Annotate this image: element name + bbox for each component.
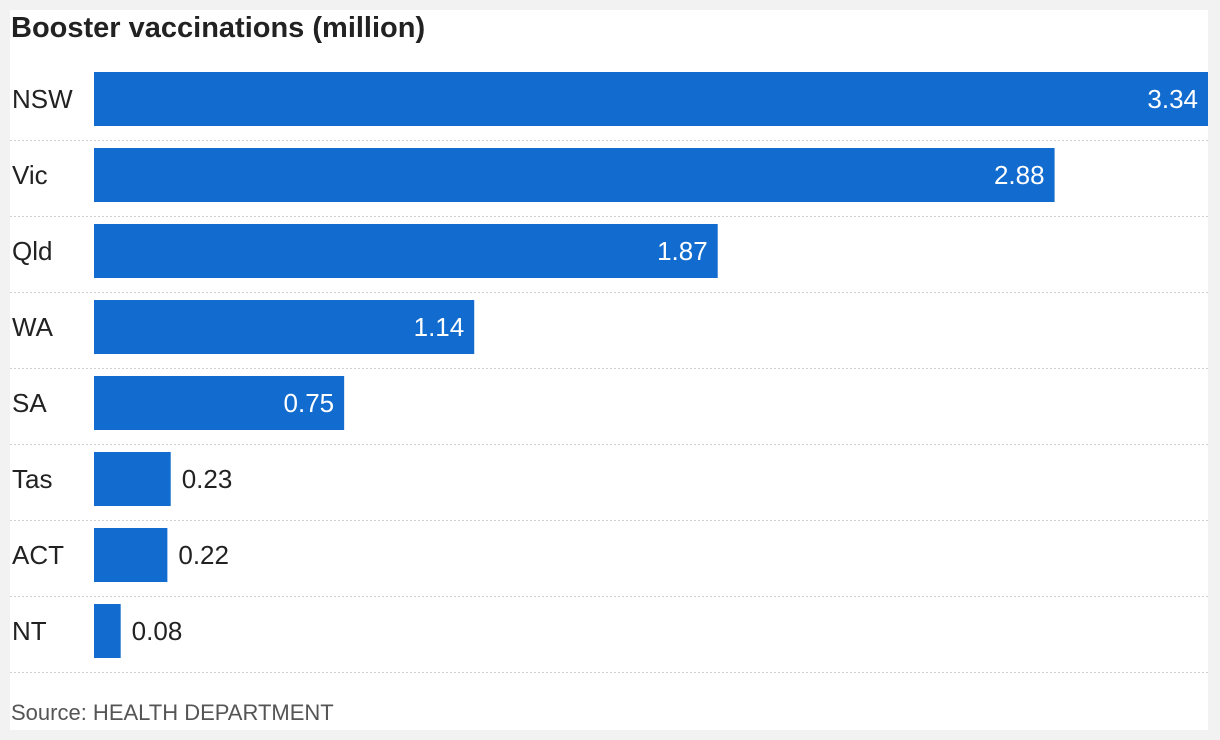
chart-title: Booster vaccinations (million) bbox=[11, 12, 426, 44]
category-label: Tas bbox=[12, 464, 52, 494]
value-label: 0.08 bbox=[132, 616, 183, 646]
value-label: 0.23 bbox=[182, 464, 233, 494]
bar-vic bbox=[94, 148, 1055, 202]
category-label: Vic bbox=[12, 160, 48, 190]
bar-nsw bbox=[94, 72, 1208, 126]
category-label: WA bbox=[12, 312, 54, 342]
bar-qld bbox=[94, 224, 718, 278]
value-label: 2.88 bbox=[994, 160, 1045, 190]
value-label: 0.22 bbox=[178, 540, 229, 570]
category-label: ACT bbox=[12, 540, 64, 570]
category-label: NT bbox=[12, 616, 47, 646]
bar-act bbox=[94, 528, 168, 582]
bar-wa bbox=[94, 300, 475, 354]
value-label: 1.87 bbox=[657, 236, 708, 266]
category-label: SA bbox=[12, 388, 47, 418]
bar-tas bbox=[94, 452, 171, 506]
category-label: Qld bbox=[12, 236, 52, 266]
chart-panel bbox=[10, 10, 1208, 730]
category-label: NSW bbox=[12, 84, 73, 114]
bar-sa bbox=[94, 376, 345, 430]
chart-source: Source: HEALTH DEPARTMENT bbox=[11, 700, 334, 725]
bar-nt bbox=[94, 604, 121, 658]
value-label: 1.14 bbox=[414, 312, 465, 342]
value-label: 3.34 bbox=[1147, 84, 1198, 114]
value-label: 0.75 bbox=[284, 388, 335, 418]
